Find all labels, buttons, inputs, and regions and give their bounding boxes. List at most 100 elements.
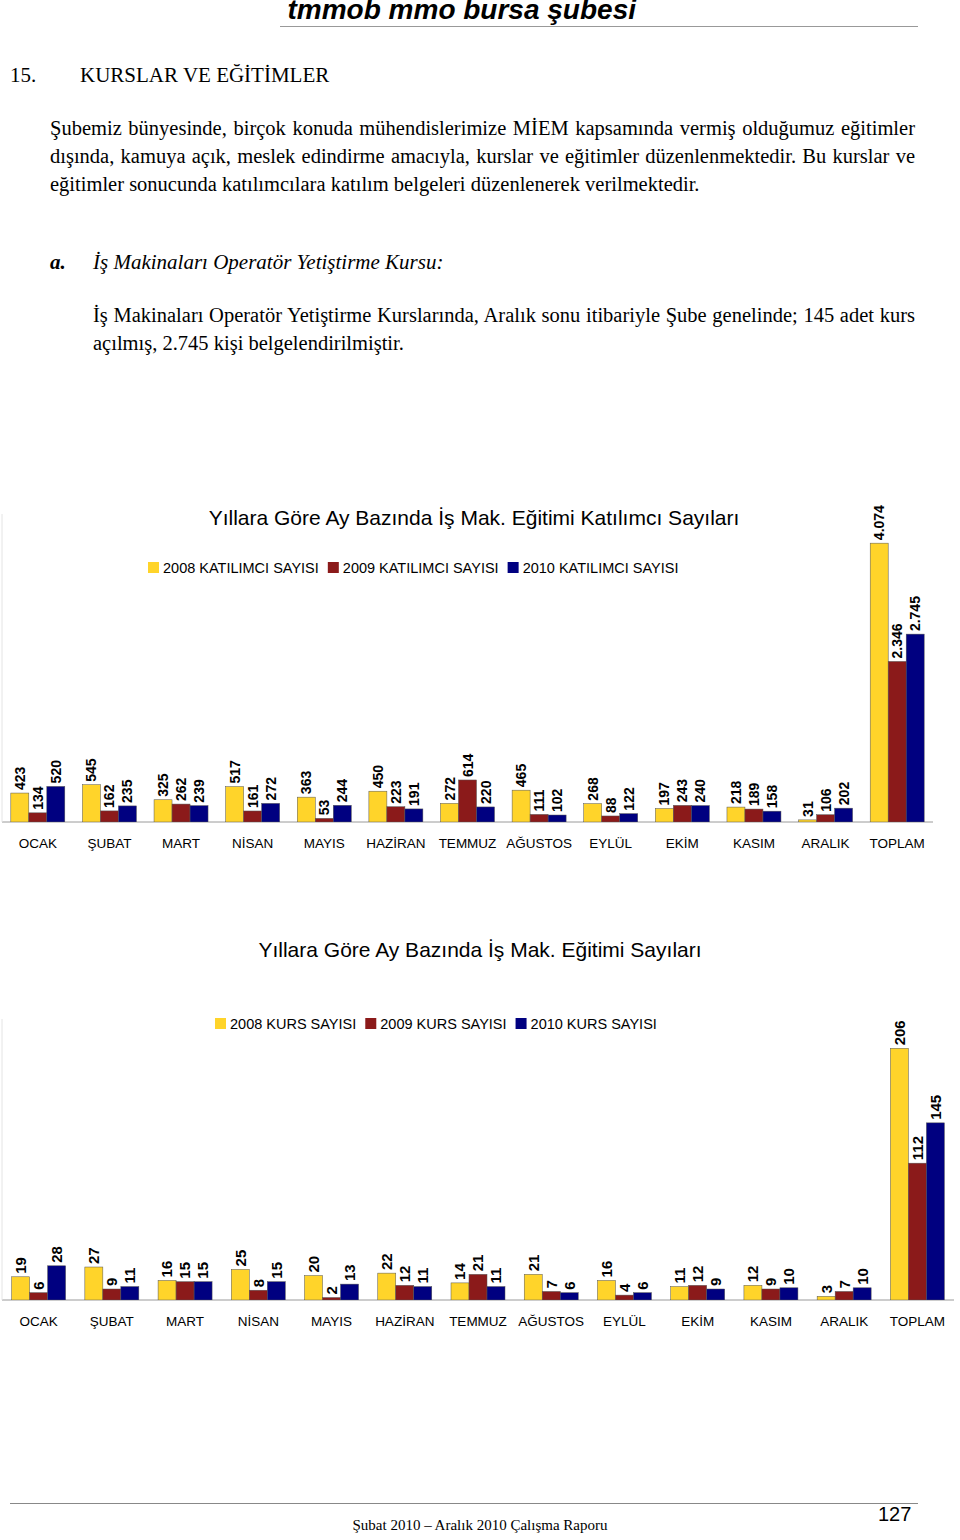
data-label: 16 <box>598 1261 615 1278</box>
bar <box>615 1295 633 1300</box>
legend-label: 2010 KURS SAYISI <box>531 1016 657 1032</box>
data-label: 11 <box>121 1268 138 1284</box>
bar <box>890 1048 908 1300</box>
data-label: 16 <box>158 1261 175 1278</box>
data-label: 223 <box>388 780 404 804</box>
bar <box>926 1123 944 1300</box>
subsection-letter: a. <box>50 250 66 275</box>
category-label: KASIM <box>733 836 775 851</box>
bar <box>387 807 405 822</box>
data-label: 520 <box>48 760 64 784</box>
bar <box>158 1280 176 1300</box>
legend-swatch <box>148 562 159 573</box>
data-label: 9 <box>762 1278 779 1286</box>
bar <box>780 1288 798 1300</box>
bar <box>689 1285 707 1300</box>
bar <box>85 1267 103 1300</box>
bar <box>560 1293 578 1300</box>
category-label: ŞUBAT <box>87 836 131 851</box>
section-number: 15. <box>10 63 36 88</box>
bar <box>835 808 853 822</box>
bar <box>762 1289 780 1300</box>
data-label: 239 <box>191 779 207 803</box>
bar <box>405 809 423 822</box>
category-label: EYLÜL <box>589 836 632 851</box>
data-label: 423 <box>12 766 28 790</box>
bar <box>118 806 136 822</box>
data-label: 545 <box>83 758 99 782</box>
data-label: 31 <box>800 801 816 817</box>
bar <box>172 804 190 822</box>
legend-swatch <box>516 1018 527 1029</box>
data-label: 268 <box>585 777 601 801</box>
category-label: KASIM <box>750 1314 792 1329</box>
bar <box>47 786 65 822</box>
bar <box>249 1290 267 1300</box>
bar <box>633 1293 651 1300</box>
data-label: 4 <box>616 1283 633 1292</box>
bar <box>817 815 835 822</box>
bar <box>763 811 781 822</box>
data-label: 19 <box>12 1257 29 1274</box>
data-label: 363 <box>298 771 314 795</box>
bars <box>11 543 924 822</box>
legend-label: 2009 KATILIMCI SAYISI <box>343 560 499 576</box>
category-label: HAZİRAN <box>375 1314 434 1329</box>
chart: Yıllara Göre Ay Bazında İş Mak. Eğitimi … <box>2 938 954 1329</box>
bar <box>870 543 888 822</box>
data-label: 2.745 <box>907 596 923 631</box>
chart-title: Yıllara Göre Ay Bazında İş Mak. Eğitimi … <box>209 506 740 529</box>
data-label: 21 <box>469 1255 486 1272</box>
bar <box>673 805 691 822</box>
data-label: 11 <box>414 1268 431 1284</box>
data-label: 2 <box>323 1286 340 1294</box>
data-label: 12 <box>689 1266 706 1283</box>
data-label: 197 <box>656 782 672 806</box>
y-axis-line <box>2 1019 3 1300</box>
data-label: 202 <box>836 782 852 806</box>
category-label: AĞUSTOS <box>518 1314 584 1329</box>
data-label: 465 <box>513 764 529 788</box>
data-label: 240 <box>692 779 708 803</box>
data-label: 191 <box>406 782 422 806</box>
charts: Yıllara Göre Ay Bazında İş Mak. Eğitimi … <box>0 0 960 1540</box>
bar <box>602 816 620 822</box>
data-label: 145 <box>927 1095 944 1120</box>
section-title: KURSLAR VE EĞİTİMLER <box>80 63 329 88</box>
bar <box>908 1163 926 1300</box>
data-label: 9 <box>707 1278 724 1286</box>
data-label: 189 <box>746 782 762 806</box>
data-label: 11 <box>487 1268 504 1284</box>
bar <box>469 1274 487 1300</box>
data-label: 272 <box>263 777 279 801</box>
footer-rule <box>10 1503 918 1504</box>
category-label: TOPLAM <box>870 836 925 851</box>
bar <box>512 790 530 822</box>
bar <box>121 1287 139 1300</box>
y-axis-line <box>2 514 3 822</box>
bar <box>584 804 602 822</box>
data-label: 262 <box>173 777 189 801</box>
category-label: TOPLAM <box>890 1314 945 1329</box>
data-label: 218 <box>728 781 744 805</box>
bar <box>333 805 351 822</box>
bar <box>297 797 315 822</box>
category-label: TEMMUZ <box>449 1314 507 1329</box>
category-label: EYLÜL <box>603 1314 646 1329</box>
bar <box>12 1277 30 1300</box>
bar <box>378 1273 396 1300</box>
bar <box>100 811 118 822</box>
bar <box>542 1291 560 1300</box>
category-label: OCAK <box>19 836 57 851</box>
data-label: 25 <box>232 1250 249 1267</box>
legend-swatch <box>508 562 519 573</box>
bar <box>226 787 244 822</box>
bar <box>707 1289 725 1300</box>
data-label: 614 <box>460 753 476 777</box>
legend-swatch <box>365 1018 376 1029</box>
data-label: 15 <box>194 1262 211 1279</box>
category-label: EKİM <box>681 1314 714 1329</box>
category-label: MAYIS <box>311 1314 352 1329</box>
data-label: 112 <box>909 1136 926 1160</box>
data-labels: 423545325517363450272465268197218314.074… <box>12 505 923 817</box>
